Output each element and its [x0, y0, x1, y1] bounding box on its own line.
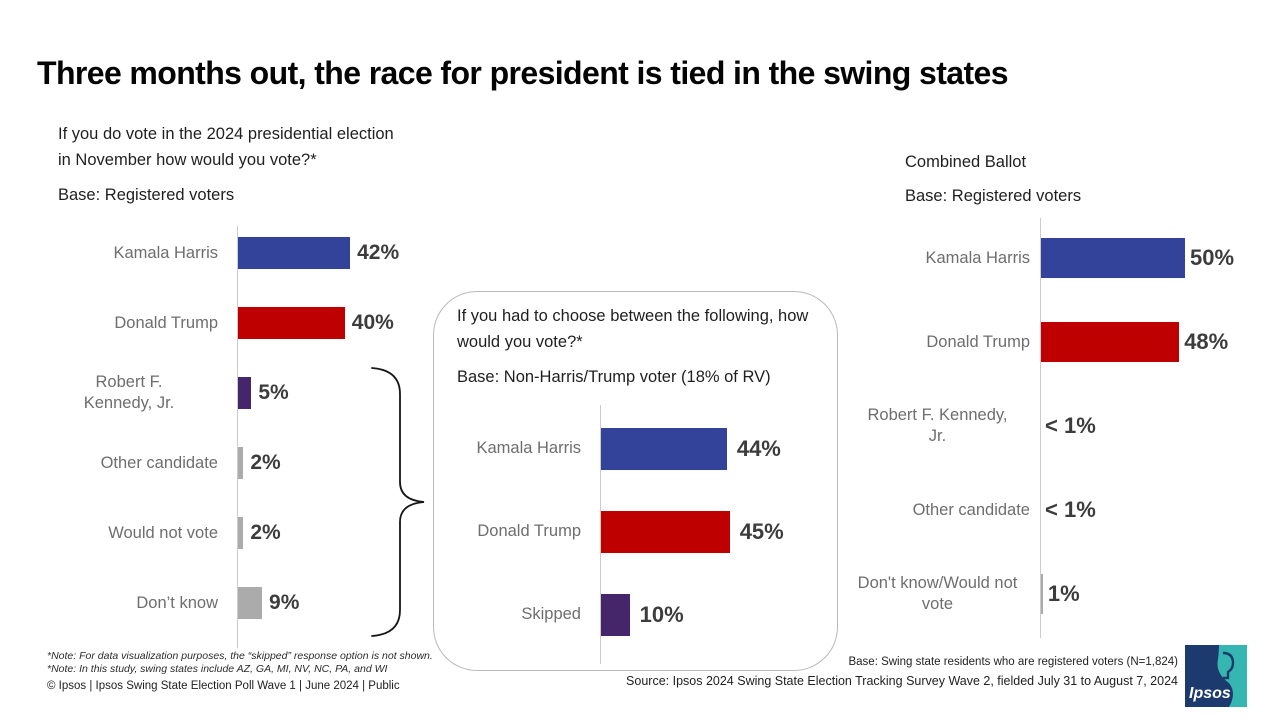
value-label: 44% — [736, 435, 781, 461]
category-label: Robert F. Kennedy, Jr. — [83, 373, 175, 412]
mid-bar-chart: Kamala Harris 44% Donald Trump 45% Skipp… — [453, 405, 823, 664]
right-axis-line — [1040, 218, 1041, 638]
bar-row-harris: Kamala Harris 44% — [453, 407, 823, 490]
source-note: Source: Ipsos 2024 Swing State Election … — [626, 674, 1178, 688]
category-label: Skipped — [521, 605, 581, 623]
bar-row-skipped: Skipped 10% — [453, 573, 823, 656]
page-title: Three months out, the race for president… — [37, 55, 1009, 91]
bar-row-kennedy: Robert F. Kennedy, Jr. 5% — [40, 358, 440, 428]
bar-row-dkwnv: Don't know/Would not vote 1% — [845, 552, 1275, 636]
bar-row-harris: Kamala Harris 50% — [845, 216, 1275, 300]
bar-trump — [1040, 322, 1180, 362]
bar-dkwnv — [1040, 574, 1043, 614]
value-label: 10% — [639, 601, 684, 627]
bar-would-not-vote — [238, 517, 244, 549]
bar-harris — [1040, 238, 1185, 278]
copyright-note: © Ipsos | Ipsos Swing State Election Pol… — [47, 680, 400, 692]
category-label: Kamala Harris — [476, 439, 581, 457]
bar-trump — [601, 510, 730, 553]
value-label: < 1% — [1045, 497, 1096, 522]
right-chart-title: Combined Ballot — [905, 153, 1027, 171]
mid-axis-line — [600, 405, 601, 664]
bar-row-harris: Kamala Harris 42% — [40, 218, 440, 288]
value-label: 2% — [250, 521, 281, 544]
category-label: Don’t know — [136, 593, 218, 612]
category-label: Other candidate — [100, 453, 218, 472]
bar-row-trump: Donald Trump 45% — [453, 490, 823, 573]
mid-chart-question: If you had to choose between the followi… — [457, 307, 809, 351]
category-label: Donald Trump — [477, 522, 581, 540]
category-label: Robert F. Kennedy, Jr. — [867, 406, 1008, 445]
category-label: Kamala Harris — [925, 248, 1030, 267]
value-label: 9% — [269, 591, 300, 614]
value-label: 40% — [351, 311, 394, 334]
left-chart-base: Base: Registered voters — [58, 186, 235, 204]
bar-skipped — [601, 593, 630, 636]
base-note: Base: Swing state residents who are regi… — [848, 656, 1178, 668]
logo-face-icon — [1217, 645, 1247, 707]
value-label: 2% — [250, 451, 281, 474]
bar-trump — [238, 307, 345, 339]
footnote-skipped: *Note: For data visualization purposes, … — [47, 650, 433, 662]
left-chart-question: If you do vote in the 2024 presidential … — [58, 125, 394, 169]
ipsos-logo: Ipsos — [1185, 645, 1247, 707]
value-label: 45% — [739, 518, 784, 544]
right-chart-base: Base: Registered voters — [905, 187, 1082, 205]
category-label: Other candidate — [912, 500, 1030, 519]
category-label: Donald Trump — [926, 332, 1030, 351]
curly-brace-icon — [371, 367, 425, 637]
value-label: 42% — [357, 241, 400, 264]
logo-profile-icon — [1222, 651, 1235, 680]
right-bar-chart: Kamala Harris 50% Donald Trump 48% Rober… — [845, 216, 1275, 638]
forced-choice-panel — [433, 291, 838, 671]
value-label: 5% — [258, 381, 289, 404]
category-label: Would not vote — [108, 523, 218, 542]
left-bar-chart: Kamala Harris 42% Donald Trump 40% Rober… — [40, 218, 440, 648]
value-label: < 1% — [1045, 413, 1096, 438]
left-axis-line — [237, 226, 238, 648]
category-label: Donald Trump — [114, 313, 218, 332]
bar-other — [238, 447, 244, 479]
bar-row-other: Other candidate < 1% — [845, 468, 1275, 552]
bar-row-would-not-vote: Would not vote 2% — [40, 498, 440, 568]
bar-dont-know — [238, 587, 263, 619]
bar-row-trump: Donald Trump 40% — [40, 288, 440, 358]
logo-wordmark: Ipsos — [1189, 685, 1231, 702]
bar-kennedy — [238, 377, 252, 409]
bar-harris — [238, 237, 351, 269]
category-label: Kamala Harris — [113, 243, 218, 262]
bar-row-dont-know: Don’t know 9% — [40, 568, 440, 638]
category-label: Don't know/Would not vote — [857, 574, 1018, 613]
bar-row-kennedy: Robert F. Kennedy, Jr. < 1% — [845, 384, 1275, 468]
mid-chart-base: Base: Non-Harris/Trump voter (18% of RV) — [457, 368, 771, 386]
value-label: 50% — [1190, 245, 1235, 270]
value-label: 1% — [1047, 581, 1080, 606]
value-label: 48% — [1184, 329, 1229, 354]
bar-row-trump: Donald Trump 48% — [845, 300, 1275, 384]
bar-harris — [601, 427, 727, 470]
bar-row-other: Other candidate 2% — [40, 428, 440, 498]
footnote-swing-states: *Note: In this study, swing states inclu… — [47, 663, 388, 675]
